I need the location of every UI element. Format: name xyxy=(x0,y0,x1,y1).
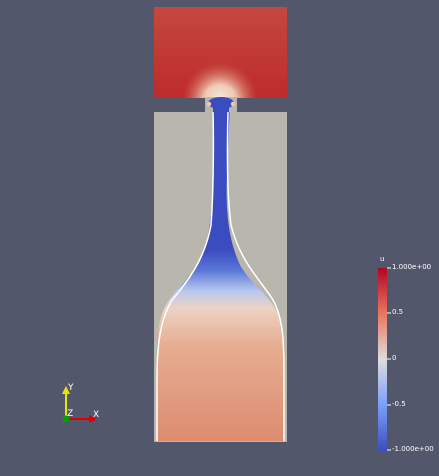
x-axis-label: X xyxy=(93,410,100,420)
colorbar-tick-half: 0.5 xyxy=(392,308,404,316)
colorbar-tick-zero: 0 xyxy=(392,354,397,362)
nozzle xyxy=(205,97,237,112)
upper-glow xyxy=(154,7,287,98)
interface-left xyxy=(156,111,215,441)
upper-reservoir xyxy=(154,7,287,112)
colorbar-tick-min: -1.000e+00 xyxy=(392,445,434,453)
x-axis-arrow-icon xyxy=(89,415,97,423)
interface-right xyxy=(226,111,285,441)
jet-fluid-region xyxy=(158,100,283,441)
colorbar xyxy=(378,267,391,451)
z-axis-dot-icon xyxy=(62,415,70,423)
nozzle-edge-left xyxy=(206,101,212,107)
nozzle-edge-right xyxy=(230,101,236,107)
orientation-axes[interactable] xyxy=(62,386,97,423)
colorbar-title: u xyxy=(380,255,385,263)
colorbar-gradient xyxy=(378,268,387,451)
y-axis-label: Y xyxy=(68,383,74,393)
z-axis-label: Z xyxy=(67,409,74,419)
colorbar-tick-neg-half: -0.5 xyxy=(392,400,406,408)
y-axis-arrow-icon xyxy=(62,386,70,394)
nozzle-throat xyxy=(213,104,229,112)
colorbar-tick-max: 1.000e+00 xyxy=(392,263,432,271)
